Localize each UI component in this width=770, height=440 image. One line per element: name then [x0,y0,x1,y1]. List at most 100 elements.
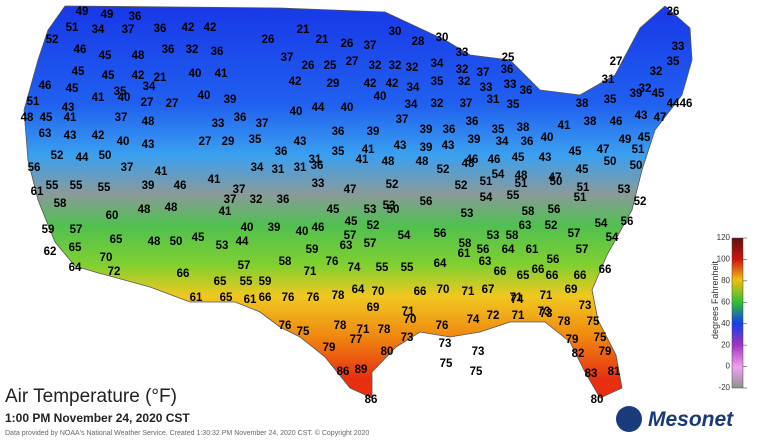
station-temp: 79 [566,334,579,346]
station-temp: 51 [27,96,40,108]
colorbar-tick-label: 40 [721,319,730,328]
station-temp: 37 [233,184,246,196]
station-temp: 26 [667,6,680,18]
station-temp: 48 [515,170,528,182]
station-temp: 34 [405,99,418,111]
station-temp: 37 [256,118,269,130]
timestamp: 1:00 PM November 24, 2020 CST [5,411,190,425]
station-temp: 43 [64,130,77,142]
station-temp: 63 [519,220,532,232]
station-temp: 50 [550,176,563,188]
colorbar-tick-label: 120 [717,233,731,242]
station-temp: 50 [630,160,643,172]
station-temp: 48 [138,204,151,216]
station-temp: 46 [174,180,187,192]
station-temp: 50 [604,156,617,168]
station-temp: 26 [341,38,354,50]
station-temp: 51 [574,192,587,204]
station-temp: 61 [458,248,471,260]
station-temp: 66 [532,264,545,276]
station-temp: 57 [576,244,589,256]
logo-icon [616,406,642,432]
station-temp: 75 [440,358,453,370]
station-temp: 46 [610,116,623,128]
station-temp: 43 [635,110,648,122]
station-temp: 34 [143,81,156,93]
station-temp: 39 [630,88,643,100]
station-temp: 38 [576,98,589,110]
station-temp: 37 [281,52,294,64]
station-temp: 49 [101,9,114,21]
station-temp: 65 [69,242,82,254]
station-temp: 76 [326,256,339,268]
station-temp: 21 [316,34,329,46]
station-temp: 71 [304,266,317,278]
station-temp: 21 [297,24,310,36]
station-temp: 45 [638,132,651,144]
station-temp: 61 [244,294,257,306]
station-temp: 43 [539,152,552,164]
station-temp: 48 [148,236,161,248]
station-temp: 51 [515,178,528,190]
station-temp: 61 [31,186,44,198]
station-temp: 74 [467,314,480,326]
station-temp: 45 [569,146,582,158]
us-map [23,5,693,399]
station-temp: 57 [568,228,581,240]
station-temp: 56 [621,216,634,228]
station-temp: 53 [364,204,377,216]
station-temp: 73 [540,308,553,320]
station-temp: 57 [344,230,357,242]
station-temp: 50 [170,236,183,248]
station-temp: 76 [307,292,320,304]
station-temp: 37 [121,162,134,174]
station-temp: 36 [443,124,456,136]
station-temp: 52 [46,34,59,46]
station-temp: 33 [504,79,517,91]
station-temp: 76 [436,320,449,332]
station-temp: 32 [639,83,652,95]
station-temp: 55 [70,180,83,192]
station-temp: 32 [186,44,199,56]
colorbar [731,237,744,389]
station-temp: 69 [367,302,380,314]
station-temp: 72 [487,310,500,322]
station-temp: 78 [334,320,347,332]
station-temp: 45 [102,70,115,82]
station-temp: 58 [459,238,472,250]
colorbar-tick-label: -20 [718,383,730,392]
station-temp: 35 [114,86,127,98]
station-temp: 37 [115,112,128,124]
station-temp: 45 [512,152,525,164]
station-temp: 45 [345,216,358,228]
station-temp: 70 [100,252,113,264]
station-temp: 71 [510,292,523,304]
station-temp: 48 [416,156,429,168]
station-temp: 75 [470,366,483,378]
station-temp: 31 [309,154,322,166]
station-temp: 33 [480,82,493,94]
station-temp: 41 [219,206,232,218]
station-temp: 42 [386,78,399,90]
station-temp: 34 [92,24,105,36]
station-temp: 34 [496,136,509,148]
station-temp: 61 [526,244,539,256]
station-temp: 50 [387,204,400,216]
station-temp: 42 [204,22,217,34]
station-temp: 36 [521,136,534,148]
station-temp: 44 [312,102,325,114]
station-temp: 35 [492,124,505,136]
station-temp: 83 [585,368,598,380]
station-temp: 79 [323,342,336,354]
station-temp: 26 [302,60,315,72]
station-temp: 35 [332,146,345,158]
station-temp: 55 [401,262,414,274]
station-temp: 36 [311,160,324,172]
station-temp: 53 [461,208,474,220]
station-temp: 69 [565,284,578,296]
station-temp: 71 [357,324,370,336]
station-temp: 49 [76,6,89,18]
station-temp: 39 [468,134,481,146]
station-temp: 35 [667,56,680,68]
